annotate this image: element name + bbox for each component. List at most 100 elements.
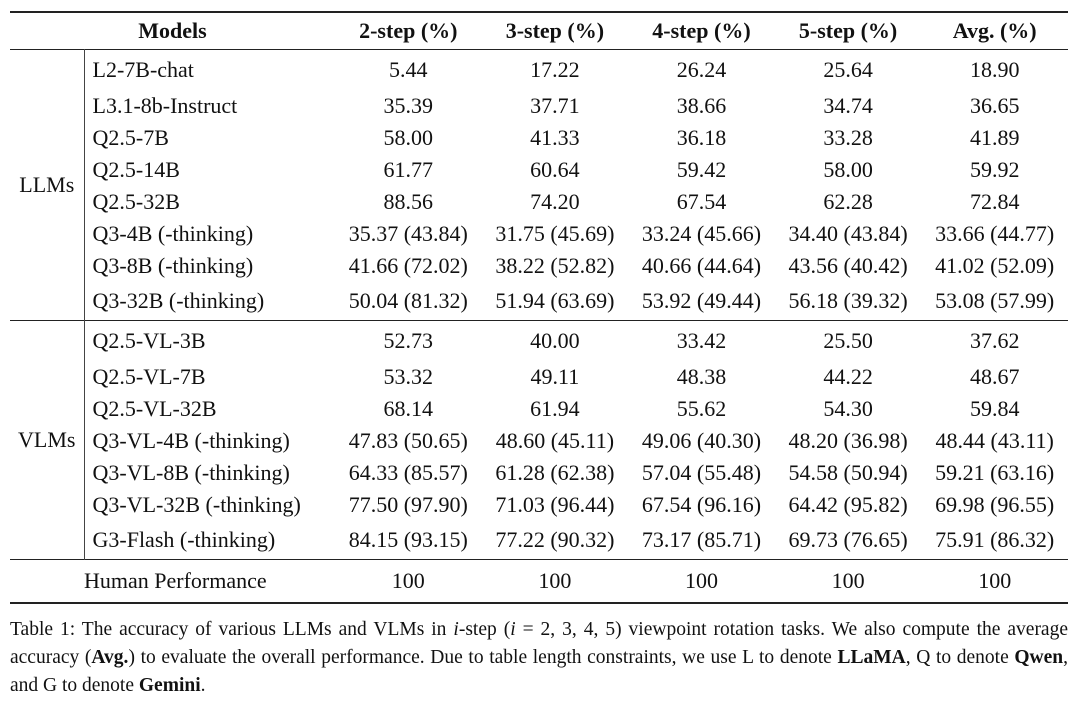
cell-value: 60.64 bbox=[530, 157, 580, 182]
table-row: Q2.5-7B 58.00 41.33 36.18 33.28 41.89 bbox=[10, 122, 1068, 154]
model-name: Human Performance bbox=[84, 568, 267, 593]
caption-text: Table 1: The accuracy of various LLMs an… bbox=[10, 619, 454, 640]
model-name: Q3-VL-32B (-thinking) bbox=[83, 489, 335, 521]
header-4-step: 4-step (%) bbox=[652, 18, 751, 43]
table-row: Q3-4B (-thinking) 35.37 (43.84) 31.75 (45.… bbox=[10, 218, 1068, 250]
header-5-step: 5-step (%) bbox=[798, 18, 898, 43]
cell-value: 88.56 bbox=[383, 189, 434, 214]
cell-value: 33.28 bbox=[823, 125, 873, 150]
table-row: G3-Flash (-thinking) 84.15 (93.15) 77.22 (… bbox=[10, 521, 1068, 560]
cell-value: 75.91 (86.32) bbox=[935, 527, 1055, 552]
table-row: Q3-VL-8B (-thinking) 64.33 (85.57) 61.28 (… bbox=[10, 457, 1068, 489]
cell-value: 69.73 (76.65) bbox=[788, 527, 908, 552]
cell-value: 58.00 bbox=[383, 125, 434, 150]
cell-value: 69.98 (96.55) bbox=[935, 492, 1055, 517]
caption-text: , and G to denote bbox=[10, 647, 1069, 696]
cell-value: 77.50 (97.90) bbox=[348, 492, 468, 517]
cell-value: 59.84 bbox=[969, 396, 1020, 421]
caption-math: i bbox=[453, 619, 459, 640]
cell-value: 41.66 (72.02) bbox=[348, 253, 468, 278]
cell-value: 53.08 (57.99) bbox=[935, 288, 1055, 313]
caption-math: = 2, 3, 4, 5 bbox=[515, 619, 616, 640]
cell-value: 100 bbox=[538, 568, 572, 593]
cell-value: 33.66 (44.77) bbox=[935, 221, 1055, 246]
model-name: Q3-VL-8B (-thinking) bbox=[83, 457, 335, 489]
table-row: Q2.5-VL-7B 53.32 49.11 48.38 44.22 48.67 bbox=[10, 361, 1068, 393]
cell-value: 41.89 bbox=[969, 125, 1020, 150]
table-header: Models 2-step (%) 3-step (%) 4-step (%) … bbox=[10, 12, 1068, 50]
model-name: Q2.5-VL-32B bbox=[83, 393, 335, 425]
cell-value: 72.84 bbox=[969, 189, 1020, 214]
table-row: Q2.5-32B 88.56 74.20 67.54 62.28 72.84 bbox=[10, 186, 1068, 218]
cell-value: 64.33 (85.57) bbox=[348, 460, 468, 485]
cell-value: 33.42 bbox=[676, 328, 727, 353]
cell-value: 50.04 (81.32) bbox=[348, 288, 468, 313]
cell-value: 55.62 bbox=[676, 396, 727, 421]
cell-value: 37.71 bbox=[530, 93, 580, 118]
cell-value: 59.92 bbox=[969, 157, 1020, 182]
model-name: L3.1-8b-Instruct bbox=[83, 90, 335, 122]
cell-value: 26.24 bbox=[676, 57, 727, 82]
cell-value: 73.17 (85.71) bbox=[641, 527, 762, 552]
cell-value: 54.30 bbox=[823, 396, 873, 421]
cell-value: 25.50 bbox=[823, 328, 873, 353]
caption-text: ) viewpoint rotation tasks. We also comp… bbox=[10, 619, 1068, 668]
header-3-step: 3-step (%) bbox=[505, 18, 605, 43]
cell-value: 31.75 (45.69) bbox=[495, 221, 615, 246]
table-row: Q2.5-VL-32B 68.14 61.94 55.62 54.30 59.84 bbox=[10, 393, 1068, 425]
cell-value: 44.22 bbox=[823, 364, 873, 389]
caption-bold: Gemini bbox=[138, 675, 201, 696]
table-row: VLMs Q2.5-VL-3B 52.73 40.00 33.42 25.50 37.62 bbox=[10, 320, 1068, 452]
table-caption: Table 1: The accuracy of various LLMs an… bbox=[10, 616, 1068, 700]
cell-value: 54.58 (50.94) bbox=[788, 460, 908, 485]
cell-value: 62.28 bbox=[823, 189, 873, 214]
cell-value: 59.21 (63.16) bbox=[935, 460, 1055, 485]
caption-text: -step ( bbox=[458, 619, 511, 640]
model-name: L2-7B-chat bbox=[83, 49, 335, 90]
table-row: Q3-8B (-thinking) 41.66 (72.02) 38.22 (52.… bbox=[10, 250, 1068, 282]
cell-value: 59.42 bbox=[676, 157, 727, 182]
cell-value: 100 bbox=[978, 568, 1012, 593]
table-row: Q2.5-14B 61.77 60.64 59.42 58.00 59.92 bbox=[10, 154, 1068, 186]
model-name: Q3-4B (-thinking) bbox=[83, 218, 335, 250]
cell-value: 61.28 (62.38) bbox=[495, 460, 615, 485]
cell-value: 38.66 bbox=[676, 93, 727, 118]
table-row: Q3-VL-32B (-thinking) 77.50 (97.90) 71.03 … bbox=[10, 489, 1068, 521]
cell-value: 61.77 bbox=[383, 157, 434, 182]
model-name: Q3-8B (-thinking) bbox=[83, 250, 335, 282]
cell-value: 56.18 (39.32) bbox=[788, 288, 908, 313]
cell-value: 34.40 (43.84) bbox=[788, 221, 908, 246]
cell-value: 48.20 (36.98) bbox=[788, 428, 908, 453]
cell-value: 68.14 bbox=[383, 396, 434, 421]
model-name: Q2.5-7B bbox=[83, 122, 335, 154]
cell-value: 49.06 (40.30) bbox=[641, 428, 762, 453]
caption-bold: LLaMA bbox=[837, 647, 906, 668]
cell-value: 48.38 bbox=[676, 364, 727, 389]
cell-value: 64.42 (95.82) bbox=[788, 492, 908, 517]
cell-value: 77.22 (90.32) bbox=[495, 527, 615, 552]
cell-value: 84.15 (93.15) bbox=[348, 527, 468, 552]
cell-value: 18.90 bbox=[969, 57, 1020, 82]
table-row: Q3-32B (-thinking) 50.04 (81.32) 51.94 (63… bbox=[10, 282, 1068, 321]
group-label: LLMs bbox=[19, 172, 75, 197]
cell-value: 5.44 bbox=[389, 57, 428, 82]
cell-value: 53.92 (49.44) bbox=[641, 288, 762, 313]
cell-value: 38.22 (52.82) bbox=[495, 253, 615, 278]
cell-value: 51.94 (63.69) bbox=[495, 288, 615, 313]
cell-value: 40.66 (44.64) bbox=[641, 253, 762, 278]
caption-bold: Qwen bbox=[1014, 647, 1064, 668]
cell-value: 47.83 (50.65) bbox=[348, 428, 468, 453]
caption-text: . bbox=[200, 675, 206, 696]
cell-value: 61.94 bbox=[530, 396, 580, 421]
group-label: VLMs bbox=[18, 427, 76, 452]
results-table: Models 2-step (%) 3-step (%) 4-step (%) … bbox=[10, 11, 1068, 604]
cell-value: 41.02 (52.09) bbox=[935, 253, 1055, 278]
cell-value: 36.18 bbox=[676, 125, 727, 150]
cell-value: 34.74 bbox=[823, 93, 873, 118]
cell-value: 48.60 (45.11) bbox=[495, 428, 615, 453]
model-name: Q2.5-VL-7B bbox=[83, 361, 335, 393]
cell-value: 43.56 (40.42) bbox=[788, 253, 908, 278]
header-avg: Avg. (%) bbox=[952, 18, 1037, 43]
cell-value: 17.22 bbox=[530, 57, 580, 82]
cell-value: 67.54 (96.16) bbox=[641, 492, 762, 517]
